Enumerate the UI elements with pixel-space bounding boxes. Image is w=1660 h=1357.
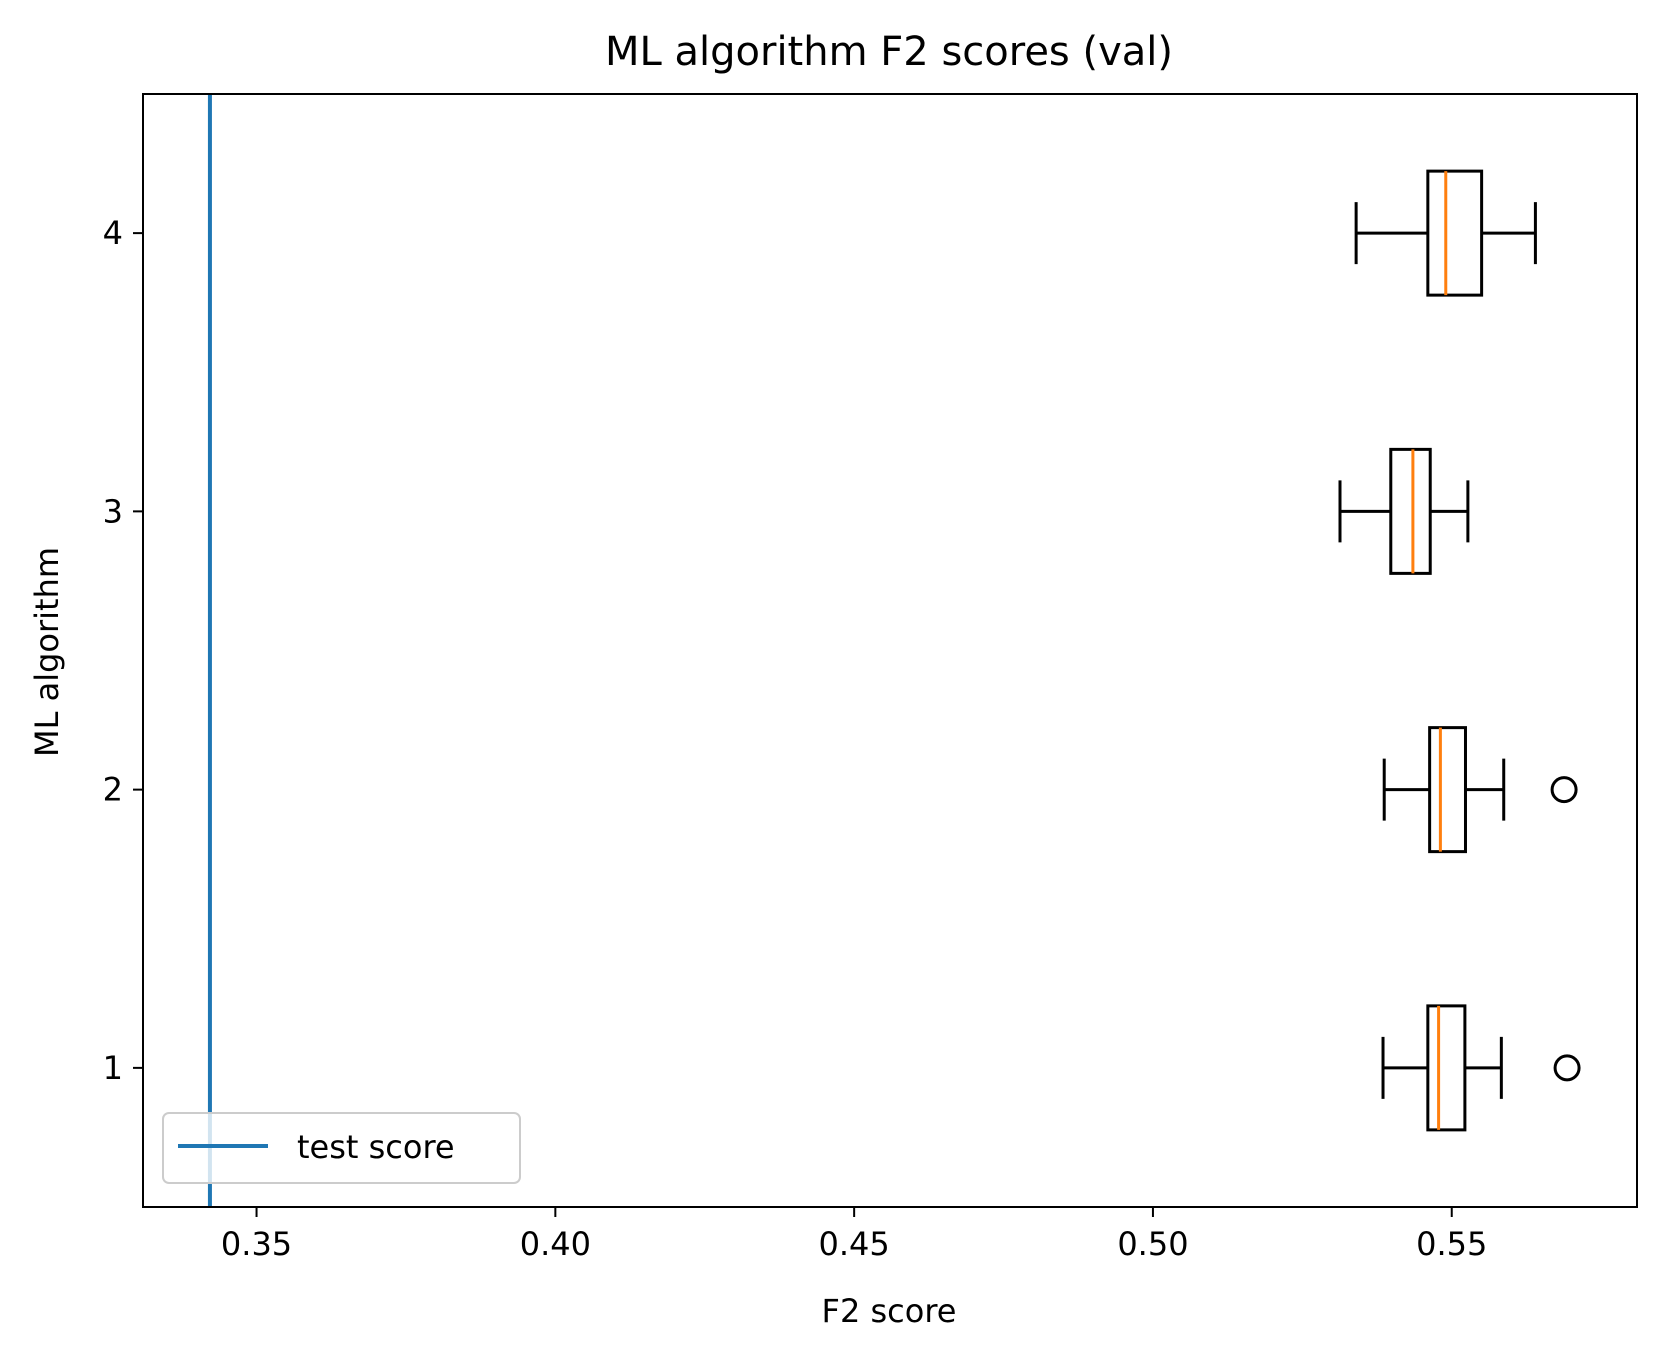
plot-area bbox=[207, 94, 1581, 1207]
box-group-4 bbox=[1354, 169, 1537, 297]
y-tick-label: 3 bbox=[103, 492, 123, 530]
outlier-point bbox=[1550, 776, 1578, 804]
x-tick-label: 0.55 bbox=[1416, 1225, 1487, 1263]
y-axis-label: ML algorithm bbox=[28, 547, 66, 757]
box-group-2 bbox=[1382, 726, 1578, 854]
x-tick-label: 0.50 bbox=[1117, 1225, 1188, 1263]
box-iqr bbox=[1428, 726, 1467, 854]
x-tick-label: 0.45 bbox=[819, 1225, 890, 1263]
box-iqr bbox=[1389, 447, 1432, 575]
y-tick-label: 2 bbox=[103, 771, 123, 809]
box-iqr bbox=[1426, 1004, 1467, 1132]
x-tick-label: 0.40 bbox=[520, 1225, 591, 1263]
chart-title: ML algorithm F2 scores (val) bbox=[605, 29, 1173, 75]
x-axis-label: F2 score bbox=[822, 1292, 957, 1330]
legend-box bbox=[162, 1112, 521, 1184]
y-tick-label: 1 bbox=[103, 1049, 123, 1087]
legend-label-test-score: test score bbox=[297, 1128, 455, 1166]
axes-frame bbox=[142, 93, 1638, 1208]
box-group-1 bbox=[1381, 1004, 1581, 1132]
legend: test score bbox=[162, 1112, 521, 1184]
box-group-3 bbox=[1338, 447, 1470, 575]
x-tick-label: 0.35 bbox=[221, 1225, 292, 1263]
outlier-point bbox=[1553, 1054, 1581, 1082]
axis-ticks: 0.35 0.40 0.45 0.50 0.55 1 2 3 4 bbox=[103, 214, 1488, 1263]
box-iqr bbox=[1426, 169, 1484, 297]
y-tick-label: 4 bbox=[103, 214, 123, 252]
